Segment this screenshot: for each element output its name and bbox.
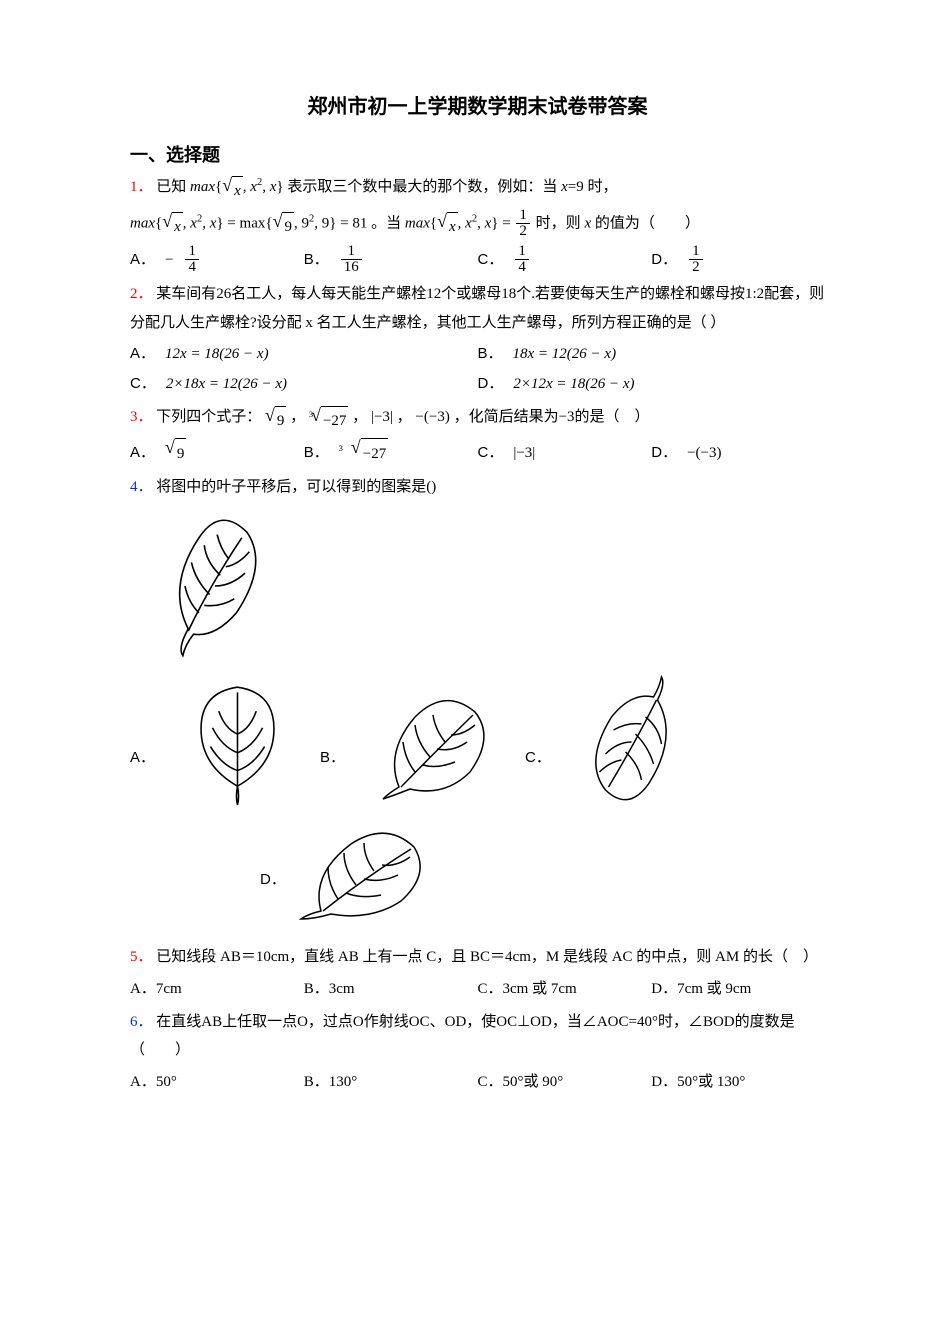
q6-opt-a: A．50°: [130, 1067, 304, 1097]
q1-opt-d: D． 12: [651, 244, 825, 277]
q5-options: A．7cm B．3cm C．3cm 或 7cm D．7cm 或 9cm: [130, 974, 825, 1004]
leaf-icon-a: [185, 682, 290, 807]
leaf-icon-b: [375, 687, 495, 807]
question-1b: max{√x, x2, x} = max{√9, 92, 9} = 81 。当 …: [130, 208, 825, 242]
q5-number: 5．: [130, 949, 153, 965]
q1-opt-c: C． 14: [478, 244, 652, 277]
q3-text-b: ，化简后结果为−3的是（ ）: [454, 409, 650, 425]
question-1: 1． 已知 max{√x, x2, x} 表示取三个数中最大的那个数，例如：当 …: [130, 173, 825, 206]
q2-opt-b: B．18x = 12(26 − x): [478, 339, 826, 369]
q3-opt-a: A．√9: [130, 438, 304, 469]
q3-number: 3．: [130, 409, 153, 425]
q5-text: 已知线段 AB＝10cm，直线 AB 上有一点 C，且 BC＝4cm，M 是线段…: [156, 949, 818, 965]
q4-opt-b: [375, 687, 495, 807]
q6-number: 6．: [130, 1014, 153, 1030]
q3-options: A．√9 B．3√−27 C．|−3| D．−(−3): [130, 438, 825, 469]
q1-text-b: 表示取三个数中最大的那个数，例如：当: [287, 179, 557, 195]
question-6: 6． 在直线AB上任取一点O，过点O作射线OC、OD，使OC⊥OD，当∠AOC=…: [130, 1008, 825, 1065]
q1-text2b: 时，则: [536, 215, 581, 231]
q3-text-a: 下列四个式子：: [156, 409, 261, 425]
question-2: 2． 某车间有26名工人，每人每天能生产螺栓12个或螺母18个.若要使每天生产的…: [130, 280, 825, 337]
q4-text: 将图中的叶子平移后，可以得到的图案是(): [156, 479, 436, 495]
q4-opt-a: [185, 682, 290, 807]
q1-opt-b: B． 116: [304, 244, 478, 277]
q4-number: 4．: [130, 479, 153, 495]
q2-options: A．12x = 18(26 − x) B．18x = 12(26 − x) C．…: [130, 339, 825, 399]
q3-opt-b: B．3√−27: [304, 438, 478, 469]
q4-opt-a-label: A．: [130, 746, 155, 767]
q2-opt-c: C．2×18x = 12(26 − x): [130, 369, 478, 399]
q4-opt-b-label: B．: [320, 746, 345, 767]
page-title: 郑州市初一上学期数学期末试卷带答案: [130, 90, 825, 119]
q4-opt-d-label: D．: [260, 868, 286, 889]
question-5: 5． 已知线段 AB＝10cm，直线 AB 上有一点 C，且 BC＝4cm，M …: [130, 943, 825, 972]
q6-text: 在直线AB上任取一点O，过点O作射线OC、OD，使OC⊥OD，当∠AOC=40°…: [130, 1014, 795, 1059]
question-4: 4． 将图中的叶子平移后，可以得到的图案是(): [130, 473, 825, 502]
q6-opt-d: D．50°或 130°: [651, 1067, 825, 1097]
question-3: 3． 下列四个式子： √9 ， 3√−27 ， |−3| ， −(−3) ，化简…: [130, 403, 825, 436]
q4-options-row1: A． B．: [130, 672, 825, 807]
q4-opt-c: [581, 672, 686, 807]
q2-opt-a: A．12x = 18(26 − x): [130, 339, 478, 369]
section-heading: 一、选择题: [130, 141, 825, 167]
q1-text2a: 。当: [371, 215, 401, 231]
q1-expr-max1: max: [190, 179, 215, 195]
q1-text-a: 已知: [156, 179, 186, 195]
q5-opt-a: A．7cm: [130, 974, 304, 1004]
q5-opt-b: B．3cm: [304, 974, 478, 1004]
leaf-icon-main: [160, 511, 270, 661]
q2-opt-d: D．2×12x = 18(26 − x): [478, 369, 826, 399]
leaf-original: [160, 511, 825, 666]
q6-options: A．50° B．130° C．50°或 90° D．50°或 130°: [130, 1067, 825, 1097]
q5-opt-c: C．3cm 或 7cm: [478, 974, 652, 1004]
leaf-icon-c: [581, 672, 686, 807]
q4-opt-c-label: C．: [525, 746, 551, 767]
page-container: 郑州市初一上学期数学期末试卷带答案 一、选择题 1． 已知 max{√x, x2…: [0, 0, 945, 1337]
q2-number: 2．: [130, 286, 153, 302]
q1-options: A． −14 B． 116 C． 14 D． 12: [130, 244, 825, 277]
q1-number: 1．: [130, 179, 153, 195]
q6-opt-c: C．50°或 90°: [478, 1067, 652, 1097]
q3-opt-c: C．|−3|: [478, 438, 652, 469]
q5-opt-d: D．7cm 或 9cm: [651, 974, 825, 1004]
q1-text-c: =9 时，: [568, 179, 618, 195]
q4-opt-d: [296, 819, 426, 929]
q3-opt-d: D．−(−3): [651, 438, 825, 469]
leaf-icon-d: [296, 819, 426, 929]
q2-text: 某车间有26名工人，每人每天能生产螺栓12个或螺母18个.若要使每天生产的螺栓和…: [130, 286, 824, 331]
q4-options-row2: D．: [260, 819, 825, 929]
q1-opt-a: A． −14: [130, 244, 304, 277]
q6-opt-b: B．130°: [304, 1067, 478, 1097]
q1-text2c: 的值为（ ）: [595, 215, 700, 231]
